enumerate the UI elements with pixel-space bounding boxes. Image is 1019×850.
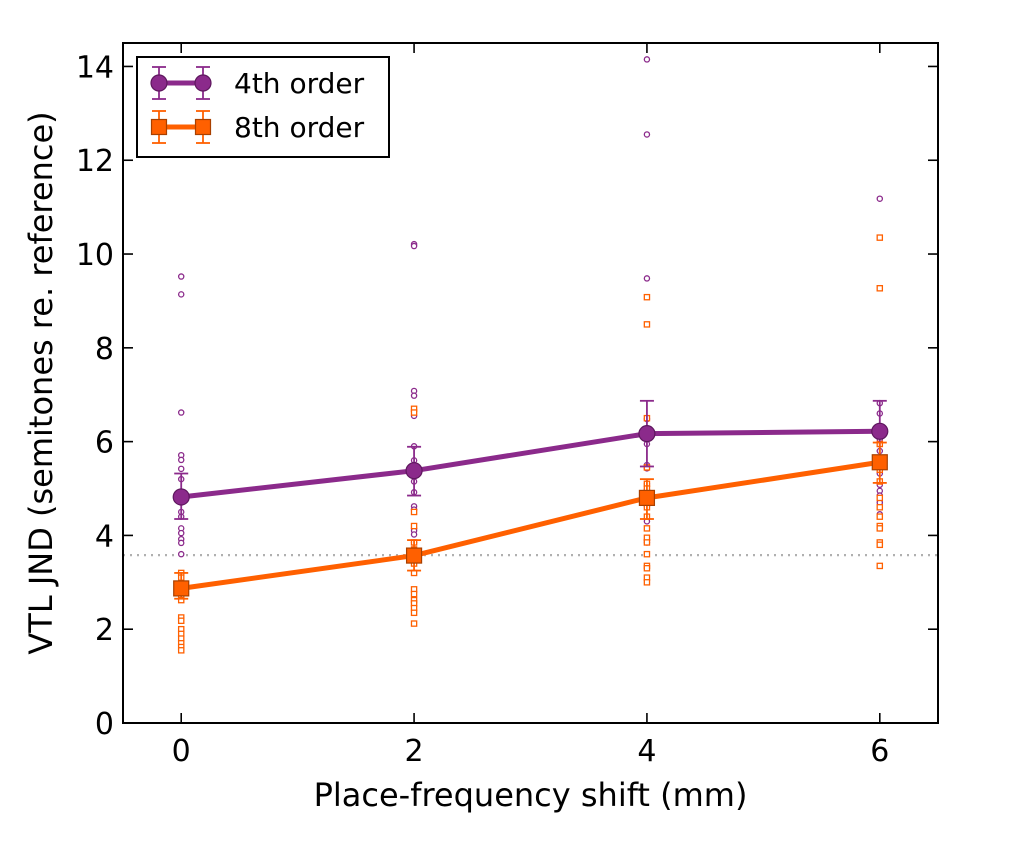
plot-frame: [122, 42, 939, 724]
y-tick-label: 6: [95, 426, 114, 461]
individual-point-square: [410, 620, 418, 627]
legend: 4th order 8th order: [136, 56, 390, 158]
individual-point-square: [876, 494, 884, 502]
mean-marker-circle: [405, 462, 423, 480]
individual-point-square: [177, 647, 185, 654]
individual-point-square: [876, 504, 884, 511]
legend-label: 4th order: [234, 67, 365, 100]
y-tick-label: 2: [95, 613, 114, 648]
individual-point-circle: [177, 539, 185, 547]
individual-point-square: [410, 508, 418, 516]
y-tick-label: 14: [76, 50, 114, 85]
individual-point-circle: [643, 275, 651, 282]
individual-point-square: [643, 525, 651, 532]
mean-marker-square: [405, 547, 423, 564]
y-tick-label: 4: [95, 519, 114, 554]
individual-point-circle: [177, 529, 185, 537]
mean-marker-square: [173, 580, 190, 597]
individual-point-circle: [177, 409, 185, 416]
series-line: [180, 428, 880, 500]
individual-point-square: [410, 609, 418, 617]
individual-point-square: [410, 409, 418, 416]
individual-point-circle: [177, 456, 185, 464]
individual-point-square: [876, 234, 884, 241]
individual-point-square: [643, 321, 651, 328]
legend-box: [136, 56, 390, 158]
mean-marker-circle: [172, 488, 190, 506]
y-tick-label: 12: [76, 144, 114, 179]
x-tick-label: 0: [172, 734, 191, 769]
individual-point-square: [177, 617, 185, 625]
x-tick-label: 2: [405, 734, 424, 769]
individual-point-square: [410, 590, 418, 598]
series-line: [180, 459, 881, 591]
individual-point-square: [876, 525, 884, 532]
individual-point-square: [643, 539, 651, 546]
individual-point-square: [876, 541, 884, 549]
y-axis-label: VTL JND (semitones re. reference): [22, 111, 60, 654]
legend-marker-circle: [194, 74, 212, 92]
individual-point-square: [643, 564, 651, 572]
legend-label: 8th order: [234, 111, 365, 144]
mean-marker-circle: [638, 425, 656, 443]
individual-point-square: [410, 522, 418, 530]
individual-point-square: [643, 550, 651, 558]
legend-marker-circle: [150, 74, 168, 92]
legend-marker-square: [150, 118, 168, 136]
mean-marker-circle: [871, 422, 889, 440]
y-tick-label: 0: [95, 707, 114, 742]
x-tick-label: 6: [870, 734, 889, 769]
individual-point-circle: [410, 531, 418, 538]
y-tick-label: 10: [76, 238, 114, 273]
individual-point-square: [876, 285, 884, 292]
mean-marker-square: [871, 454, 888, 471]
individual-point-circle: [410, 392, 418, 399]
x-axis-label: Place-frequency shift (mm): [314, 776, 748, 814]
individual-point-circle: [876, 195, 884, 202]
y-tick-label: 8: [95, 332, 114, 367]
individual-point-circle: [177, 273, 185, 280]
individual-point-circle: [177, 550, 185, 558]
mean-marker-square: [638, 489, 656, 506]
individual-point-square: [876, 562, 884, 570]
individual-point-circle: [643, 56, 651, 63]
individual-point-square: [876, 513, 884, 520]
individual-point-circle: [177, 291, 185, 298]
individual-point-square: [643, 293, 651, 301]
individual-point-square: [643, 579, 651, 586]
legend-marker-square: [194, 118, 212, 136]
individual-point-circle: [643, 131, 651, 138]
x-tick-label: 4: [637, 734, 656, 769]
individual-point-circle: [410, 242, 418, 250]
series-layer: [172, 399, 889, 600]
individual-point-circle: [177, 465, 185, 473]
axes-layer: 0 2 4 6 0 2 4 6 8 10 12 14 Place-frequency shift (mm…: [22, 42, 939, 814]
